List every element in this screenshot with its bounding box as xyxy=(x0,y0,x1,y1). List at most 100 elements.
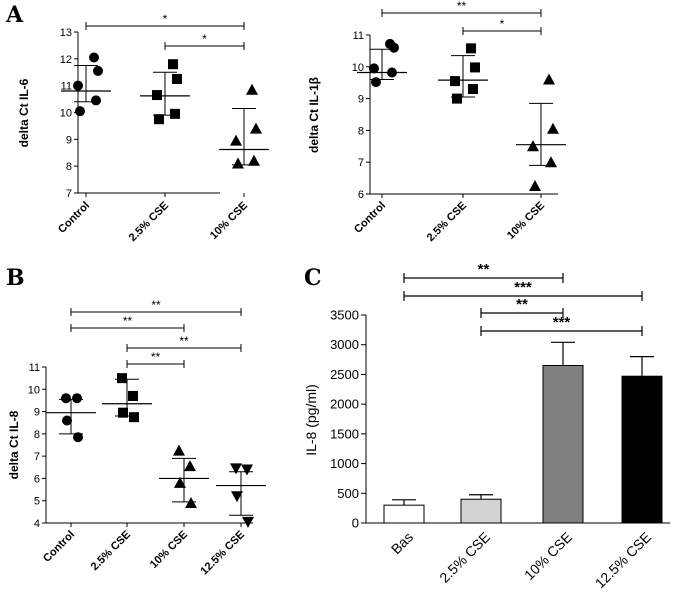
x-tick-label: 10% CSE xyxy=(505,200,547,242)
y-tick-label: 11 xyxy=(61,81,72,93)
data-point-square xyxy=(154,114,164,125)
significance-label: *** xyxy=(514,279,532,296)
x-tick-label: 2.5% CSE xyxy=(127,200,171,244)
significance-bracket xyxy=(403,291,643,301)
data-point-square xyxy=(470,62,480,73)
data-point-circle xyxy=(89,52,99,63)
data-point-circle xyxy=(73,432,83,443)
x-tick-label: 2.5% CSE xyxy=(89,529,133,573)
data-point-square xyxy=(172,73,182,84)
y-tick-label: 11 xyxy=(29,362,40,374)
y-axis-label: delta Ct IL-8 xyxy=(7,410,21,479)
significance-bracket xyxy=(70,308,242,316)
significance-label: ** xyxy=(123,314,133,328)
x-tick-label: 10% CSE xyxy=(521,529,575,583)
data-point-circle xyxy=(62,415,72,426)
y-tick-label: 500 xyxy=(337,486,359,501)
data-point-triangle xyxy=(230,134,242,146)
y-tick-label: 10 xyxy=(28,384,40,396)
panel-b-il8: B 4 5 6 7 8 9 10 11 delta Ct IL-8 Control 2.5% CSE 1… xyxy=(6,265,266,577)
significance-label: ** xyxy=(151,350,161,364)
y-tick-label: 13 xyxy=(60,27,72,39)
panel-letter: A xyxy=(5,2,24,28)
data-point-triangle xyxy=(184,460,196,472)
y-tick-label: 1500 xyxy=(330,426,359,441)
significance-bracket xyxy=(126,344,242,352)
panel-letter: B xyxy=(6,265,25,291)
significance-bracket xyxy=(70,324,185,332)
significance-bracket xyxy=(462,27,542,35)
data-point-circle xyxy=(371,77,381,88)
significance-bracket xyxy=(381,9,542,17)
y-tick-label: 7 xyxy=(66,188,72,200)
x-tick-label: 12.5% CSE xyxy=(592,529,654,591)
significance-bracket xyxy=(403,273,564,283)
significance-bracket xyxy=(164,42,245,50)
data-point-square xyxy=(128,390,138,401)
data-point-triangle xyxy=(232,157,244,169)
data-point-circle xyxy=(61,393,71,404)
y-tick-label: 11 xyxy=(353,30,364,42)
data-point-square xyxy=(118,407,128,418)
panel-c-il8-elisa: C 0 500 1000 1500 2000 2500 3000 3500 IL-8 (pg/ml… xyxy=(303,261,670,591)
x-tick-label: 2.5% CSE xyxy=(425,200,469,244)
x-tick-label: 10% CSE xyxy=(208,200,250,242)
data-point-triangle xyxy=(527,140,539,152)
data-point-square xyxy=(117,373,127,384)
data-point-triangle xyxy=(185,496,197,508)
significance-label: *** xyxy=(553,314,571,331)
x-tick-label: Control xyxy=(56,200,92,236)
y-tick-label: 2000 xyxy=(330,397,359,412)
y-tick-label: 4 xyxy=(34,518,40,530)
data-point-triangle xyxy=(250,122,262,134)
significance-label: ** xyxy=(151,298,161,312)
y-tick-label: 8 xyxy=(66,161,72,173)
bar xyxy=(460,498,502,524)
y-tick-label: 12 xyxy=(60,54,72,66)
y-tick-label: 6 xyxy=(358,189,364,201)
x-tick-label: 10% CSE xyxy=(148,529,190,571)
data-point-circle xyxy=(73,80,83,91)
bar xyxy=(383,504,425,524)
data-point-triangle xyxy=(547,122,559,134)
y-tick-label: 10 xyxy=(352,62,364,74)
data-point-circle xyxy=(91,95,101,106)
panel-a-il6: A 7 8 9 10 11 12 13 delta Ct IL-6 Control 2.5% CSE… xyxy=(5,2,269,244)
significance-bracket xyxy=(126,360,185,368)
y-axis-label: delta Ct IL-1β xyxy=(307,77,321,153)
significance-bracket xyxy=(480,326,643,336)
y-axis-label: IL-8 (pg/ml) xyxy=(303,384,319,456)
data-point-triangle xyxy=(543,73,555,85)
significance-label: ** xyxy=(478,261,490,278)
y-tick-label: 8 xyxy=(358,125,364,137)
data-point-triangle xyxy=(529,180,541,192)
data-point-circle xyxy=(389,42,399,53)
x-tick-label: Bas xyxy=(388,529,416,557)
panel-letter: C xyxy=(304,265,322,291)
data-point-square xyxy=(129,412,139,423)
y-tick-label: 10 xyxy=(60,108,72,120)
bar xyxy=(542,365,584,524)
y-tick-label: 0 xyxy=(352,516,359,531)
significance-label: * xyxy=(500,17,505,31)
data-point-square xyxy=(450,76,460,87)
data-point-square xyxy=(466,43,476,54)
data-point-square xyxy=(168,59,178,70)
y-tick-label: 3500 xyxy=(330,308,359,323)
x-tick-label: 12.5% CSE xyxy=(198,529,247,578)
data-point-square xyxy=(152,90,162,101)
data-point-square xyxy=(170,108,180,119)
data-point-inverted-triangle xyxy=(230,463,242,475)
data-point-inverted-triangle xyxy=(241,464,253,476)
significance-label: * xyxy=(202,32,207,46)
y-tick-label: 6 xyxy=(34,473,40,485)
data-point-inverted-triangle xyxy=(242,516,254,528)
y-tick-label: 8 xyxy=(34,429,40,441)
data-point-triangle xyxy=(246,83,258,95)
x-tick-label: 2.5% CSE xyxy=(436,529,493,586)
data-point-circle xyxy=(75,106,85,117)
y-tick-label: 9 xyxy=(358,94,364,106)
bar xyxy=(621,375,663,524)
data-point-square xyxy=(452,93,462,104)
